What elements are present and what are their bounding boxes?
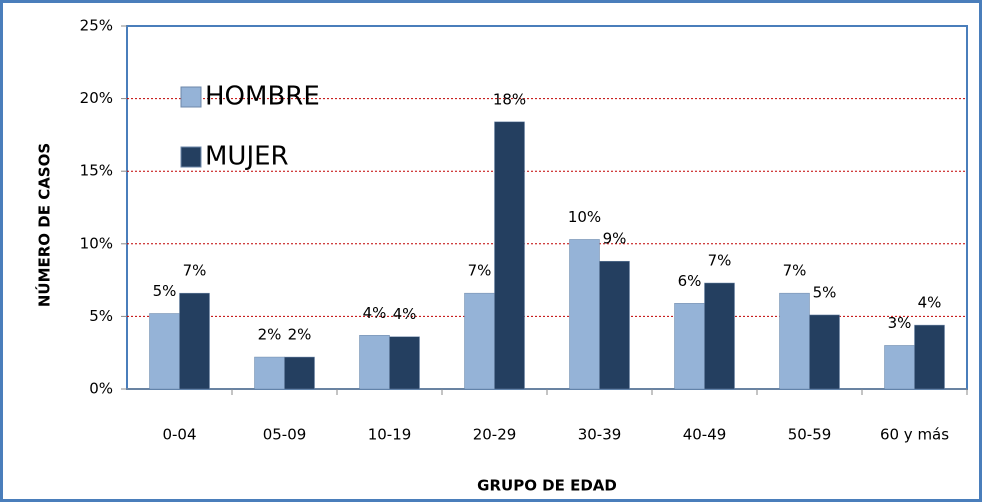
- y-tick-label: 25%: [80, 17, 113, 35]
- value-label: 9%: [603, 230, 627, 248]
- legend-swatch: [180, 146, 202, 168]
- y-axis-title: NÚMERO DE CASOS: [35, 143, 54, 307]
- bar: [599, 260, 630, 390]
- x-tick-label: 20-29: [473, 426, 517, 444]
- x-tick-label: 50-59: [788, 426, 832, 444]
- legend-label: HOMBRE: [205, 82, 320, 112]
- bar: [704, 282, 735, 390]
- value-label: 4%: [918, 294, 942, 312]
- y-tick-label: 20%: [80, 89, 113, 107]
- x-axis-title: GRUPO DE EDAD: [477, 477, 617, 495]
- x-tick-label: 10-19: [368, 426, 412, 444]
- x-tick-label: 60 y más: [880, 426, 949, 444]
- value-label: 18%: [493, 90, 526, 108]
- value-label: 6%: [678, 272, 702, 290]
- value-label: 10%: [568, 208, 601, 226]
- value-label: 7%: [468, 262, 492, 280]
- value-label: 5%: [813, 283, 837, 301]
- bar: [914, 324, 945, 390]
- value-label: 2%: [288, 326, 312, 344]
- y-tick-label: 10%: [80, 234, 113, 252]
- y-tick-label: 5%: [89, 307, 113, 325]
- value-label: 2%: [258, 326, 282, 344]
- bar: [809, 314, 840, 390]
- bar: [149, 313, 180, 390]
- value-label: 7%: [708, 252, 732, 270]
- y-tick-label: 15%: [80, 162, 113, 180]
- bar: [254, 356, 285, 390]
- value-label: 3%: [888, 314, 912, 332]
- x-tick-label: 40-49: [683, 426, 727, 444]
- bar: [884, 345, 915, 390]
- x-tick-label: 05-09: [263, 426, 307, 444]
- bar: [569, 239, 600, 390]
- legend-label: MUJER: [205, 142, 289, 172]
- bar: [779, 292, 810, 390]
- value-label: 4%: [363, 304, 387, 322]
- value-label: 4%: [393, 305, 417, 323]
- legend-swatch: [180, 86, 202, 108]
- x-tick-label: 0-04: [162, 426, 196, 444]
- bar: [284, 356, 315, 390]
- bar: [464, 292, 495, 390]
- plot-area: [126, 25, 968, 390]
- y-tick-label: 0%: [89, 380, 113, 398]
- value-label: 7%: [183, 262, 207, 280]
- value-label: 7%: [783, 262, 807, 280]
- bar: [494, 121, 525, 390]
- value-label: 5%: [153, 282, 177, 300]
- bar: [674, 303, 705, 390]
- bar: [359, 335, 390, 390]
- bar: [179, 292, 210, 390]
- bar: [389, 336, 420, 390]
- x-tick-label: 30-39: [578, 426, 622, 444]
